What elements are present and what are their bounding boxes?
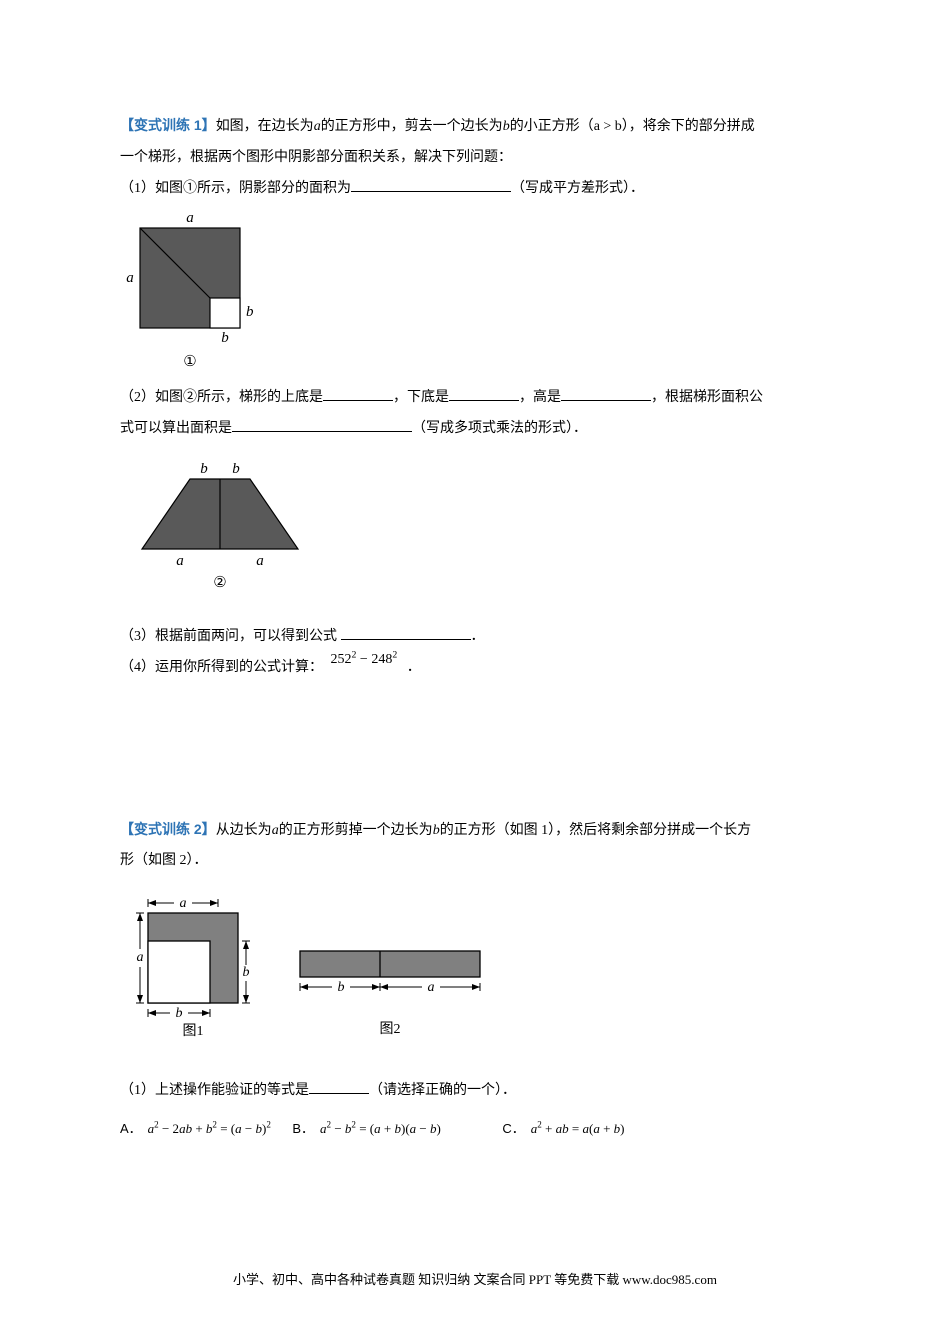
fig1-label-a-top: a: [186, 210, 194, 226]
svg-text:b: b: [338, 980, 345, 995]
fig2-label-a-r: a: [256, 553, 264, 569]
q1-heading: 【变式训练 1】: [120, 117, 216, 133]
q1-part2-line2: 式可以算出面积是（写成多项式乘法的形式）．: [120, 414, 830, 445]
fig1-label-b-right: b: [246, 304, 254, 320]
blank: [323, 400, 393, 401]
q1-part2-line1: （2）如图②所示，梯形的上底是，下底是，高是，根据梯形面积公: [120, 383, 830, 414]
fig1-caption: ①: [183, 354, 196, 370]
blank: [341, 639, 471, 640]
q1-part1: （1）如图①所示，阴影部分的面积为（写成平方差形式）．: [120, 174, 830, 205]
q2-fig2-caption: 图2: [380, 1022, 401, 1037]
fig2-label-a-l: a: [176, 553, 184, 569]
svg-text:a: a: [180, 896, 187, 911]
q2-option-c: C．a2 + ab = a(a + b): [502, 1121, 624, 1136]
q2-intro-1: 【变式训练 2】从边长为a的正方形剪掉一个边长为b的正方形（如图 1），然后将剩…: [120, 814, 830, 847]
svg-text:a: a: [137, 950, 144, 965]
blank: [351, 191, 511, 192]
svg-text:b: b: [176, 1006, 183, 1021]
q1-part4: （4）运用你所得到的公式计算： 2522 − 2482 ．: [120, 653, 830, 684]
blank: [309, 1093, 369, 1094]
q1-part3: （3）根据前面两问，可以得到公式 ．: [120, 622, 830, 653]
q2-options: A．a2 − 2ab + b2 = (a − b)2 B．a2 − b2 = (…: [120, 1115, 830, 1146]
page-footer: 小学、初中、高中各种试卷真题 知识归纳 文案合同 PPT 等免费下载 www.d…: [120, 1266, 830, 1295]
fig2-label-b-l: b: [200, 461, 208, 477]
q1-figure-2: b b a a ②: [120, 449, 830, 594]
fig2-caption: ②: [213, 575, 226, 591]
q2-fig1-caption: 图1: [183, 1024, 204, 1039]
blank: [561, 400, 651, 401]
q2-intro-2: 形（如图 2）．: [120, 846, 830, 877]
q2-heading: 【变式训练 2】: [120, 821, 216, 837]
fig1-label-a-left: a: [126, 270, 134, 286]
q1-intro-2: 一个梯形，根据两个图形中阴影部分面积关系，解决下列问题：: [120, 143, 830, 174]
q2-part1: （1）上述操作能验证的等式是（请选择正确的一个）．: [120, 1076, 830, 1107]
fig1-label-b-bot: b: [221, 330, 229, 346]
fig2-label-b-r: b: [232, 461, 240, 477]
q2-figures: a a b: [120, 881, 830, 1046]
svg-text:a: a: [428, 980, 435, 995]
q2-option-a: A．a2 − 2ab + b2 = (a − b)2: [120, 1121, 271, 1136]
q2-option-b: B．a2 − b2 = (a + b)(a − b): [292, 1121, 440, 1136]
blank: [449, 400, 519, 401]
blank: [232, 431, 412, 432]
q1-intro-1: 【变式训练 1】如图，在边长为a的正方形中，剪去一个边长为b的小正方形（a > …: [120, 110, 830, 143]
svg-text:b: b: [243, 965, 250, 980]
q1-figure-1: a a b b ①: [120, 208, 830, 373]
